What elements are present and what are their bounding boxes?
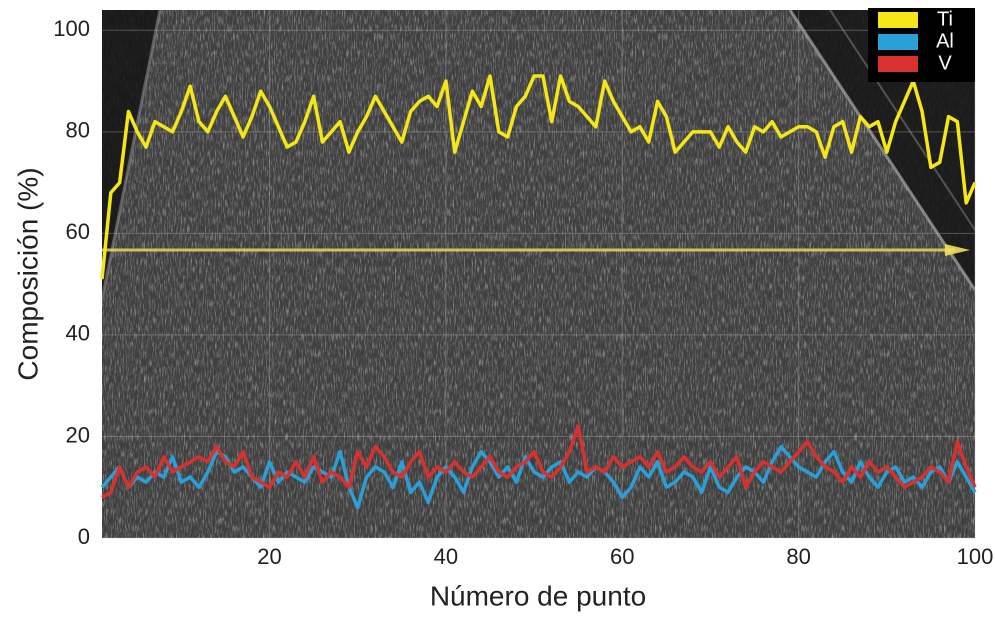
x-tick-label: 40 <box>434 544 458 569</box>
legend-swatch <box>878 34 918 50</box>
y-tick-label: 60 <box>66 219 90 244</box>
x-tick-label: 100 <box>957 544 994 569</box>
x-tick-label: 60 <box>610 544 634 569</box>
x-axis-label: Número de punto <box>430 580 646 611</box>
series-line <box>100 444 977 510</box>
legend-swatch <box>878 56 918 72</box>
y-tick-label: 40 <box>66 321 90 346</box>
legend-swatch <box>878 12 918 28</box>
y-axis-label: Composición (%) <box>12 167 43 380</box>
series-line <box>101 424 977 499</box>
y-tick-label: 100 <box>53 16 90 41</box>
plot-lines <box>100 74 977 510</box>
series-line <box>100 74 977 280</box>
background-image <box>102 10 975 538</box>
legend-label: V <box>938 52 952 74</box>
y-tick-label: 80 <box>66 118 90 143</box>
legend-label: Al <box>936 30 954 52</box>
x-tick-label: 80 <box>786 544 810 569</box>
y-tick-label: 0 <box>78 524 90 549</box>
y-tick-label: 20 <box>66 422 90 447</box>
grid <box>102 10 976 539</box>
x-tick-label: 20 <box>257 544 281 569</box>
legend-label: Ti <box>937 8 953 30</box>
